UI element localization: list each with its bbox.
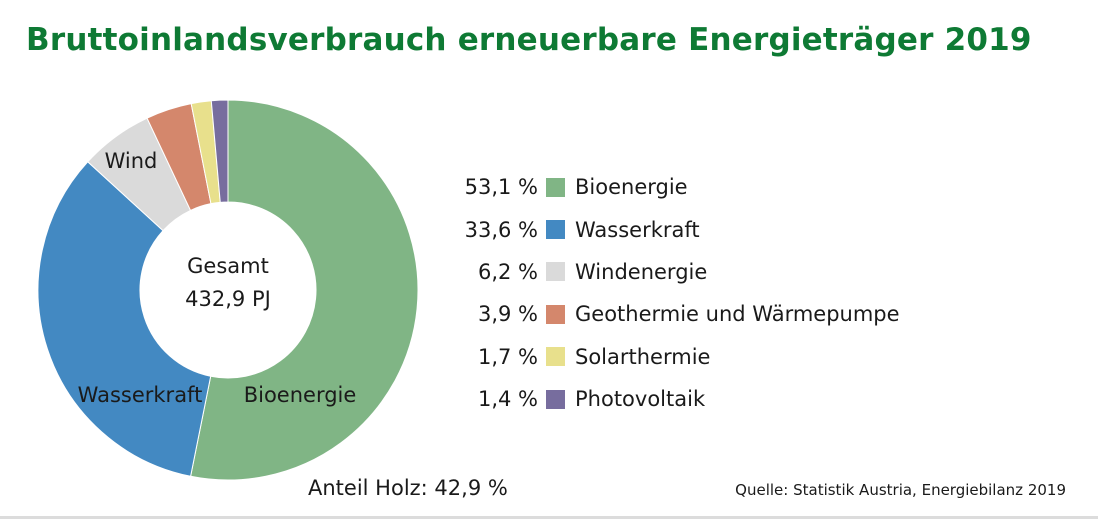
legend-value: 1,4 % [477,387,538,412]
legend-swatch [546,347,565,367]
legend-swatch [546,177,565,197]
legend-item: 1,7 % Solarthermie [440,336,900,378]
center-label-title: Gesamt [187,254,269,278]
legend-value: 53,1 % [464,175,538,200]
bottom-divider [0,516,1098,519]
legend-item: 53,1 % Bioenergie [440,166,900,208]
slice-label-bioenergie: Bioenergie [244,383,357,407]
slice-bioenergie [190,99,419,481]
legend-label: Bioenergie [575,175,688,200]
legend-label: Windenergie [575,259,708,284]
legend-value: 6,2 % [477,259,538,284]
source-note: Quelle: Statistik Austria, Energiebilanz… [735,481,1066,499]
legend-value: 3,9 % [477,302,538,327]
legend-swatch [546,304,565,324]
wood-share-note: Anteil Holz: 42,9 % [308,476,508,500]
legend-swatch [546,262,565,282]
legend-value: 1,7 % [477,344,538,369]
legend-swatch [546,220,565,240]
legend-label: Geothermie und Wärmepumpe [575,302,900,327]
legend-label: Photovoltaik [575,387,706,412]
legend-swatch [546,389,565,409]
legend: 53,1 % Bioenergie 33,6 % Wasserkraft 6,2 % Wi… [440,166,900,420]
legend-label: Wasserkraft [575,217,700,242]
legend-label: Solarthermie [575,344,711,369]
slice-wasserkraft [37,161,212,477]
slice-photovoltaik [210,99,229,203]
legend-item: 33,6 % Wasserkraft [440,208,900,250]
chart-title: Bruttoinlandsverbrauch erneuerbare Energ… [26,22,1032,58]
slice-label-wasserkraft: Wasserkraft [78,383,203,407]
slice-label-wind: Wind [105,149,158,173]
legend-value: 33,6 % [464,217,538,242]
center-label-total: 432,9 PJ [185,287,271,311]
legend-item: 3,9 % Geothermie und Wärmepumpe [440,293,900,335]
legend-item: 6,2 % Windenergie [440,251,900,293]
legend-item: 1,4 % Photovoltaik [440,378,900,420]
